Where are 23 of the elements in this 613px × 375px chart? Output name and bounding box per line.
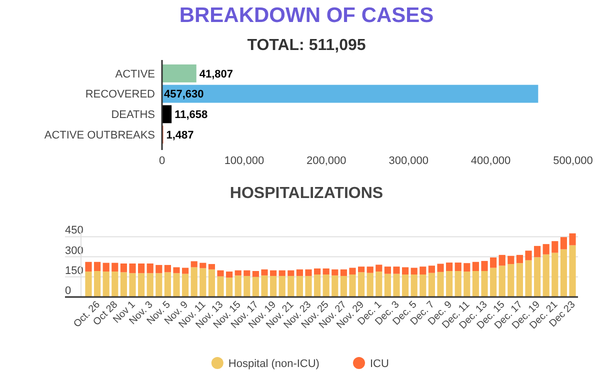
y-tick-label: DEATHS [111,109,155,122]
x-tick-label: 200,000 [306,155,346,167]
y-tick-label: 150 [65,264,84,277]
y-tick-label: ACTIVE [115,68,155,80]
x-tick-label: 400,000 [470,155,511,167]
y-tick-label: 450 [65,224,84,237]
legend-label: Hospital (non-ICU) [228,358,320,370]
data-label: 1,487 [166,129,194,142]
y-tick-label: RECOVERED [85,88,156,101]
data-label: 457,630 [164,88,204,101]
data-label: 11,658 [174,109,208,122]
x-tick-label: 0 [158,155,166,167]
y-tick-label: 300 [65,244,84,257]
chart-title: BREAKDOWN OF CASES [179,4,434,27]
legend-label: ICU [370,358,389,370]
x-tick-label: 500,000 [553,155,593,167]
y-tick-label: ACTIVE OUTBREAKS [44,129,155,142]
x-tick-label: 300,000 [388,155,428,167]
y-tick-label: 0 [65,285,72,297]
data-label: 41,807 [199,68,234,80]
chart-subtitle: TOTAL: 511,095 [247,37,366,54]
chart-title: HOSPITALIZATIONS [230,185,384,202]
x-tick-label: 100,000 [224,155,264,167]
